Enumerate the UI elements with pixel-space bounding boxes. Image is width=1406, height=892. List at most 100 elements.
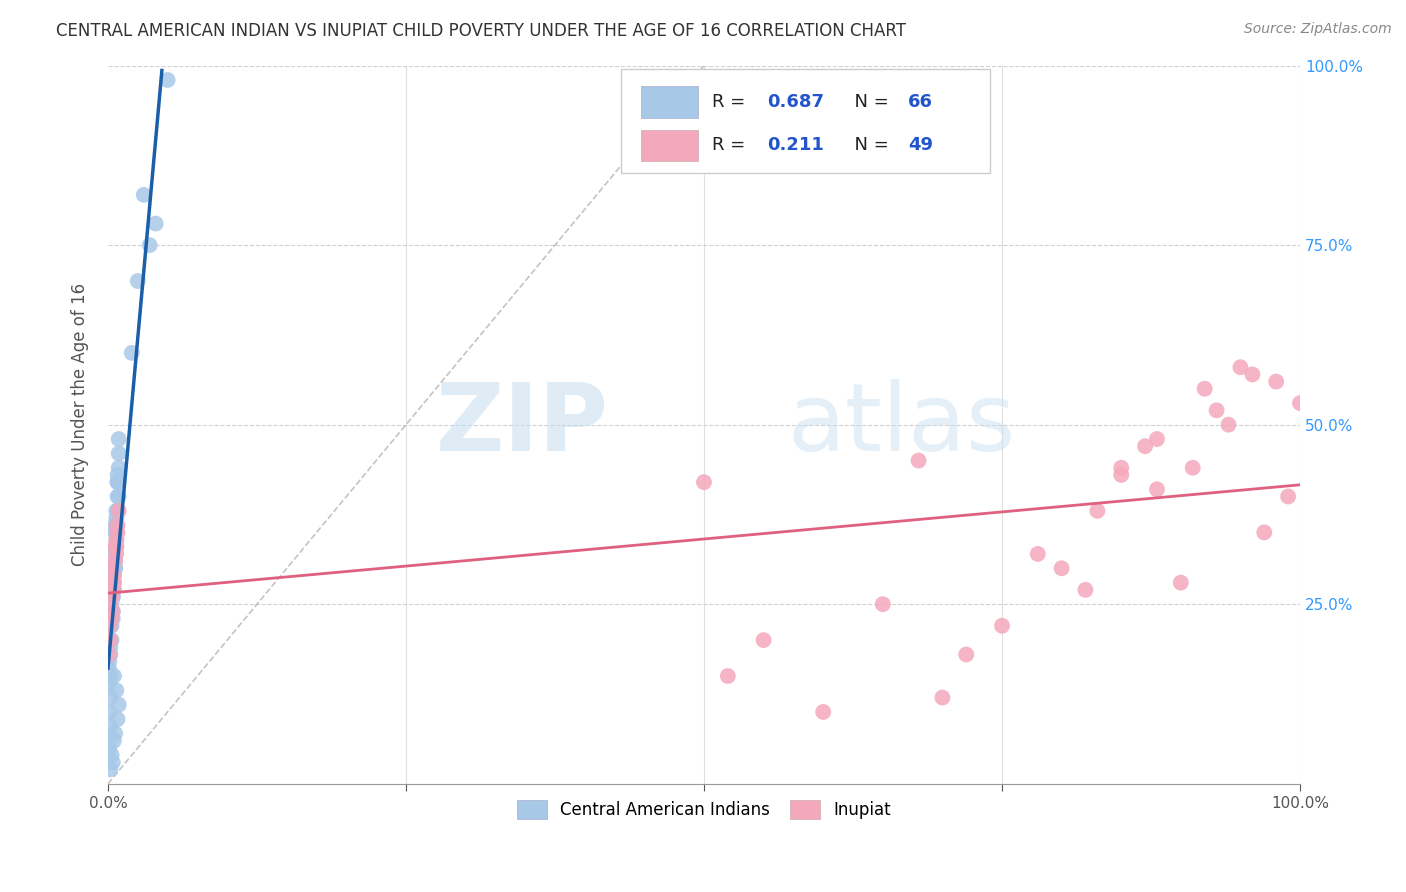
Point (98, 705, 121, 719)
Point (1253, 525, 1275, 540)
Point (693, 475, 716, 489)
Point (98, 676, 121, 690)
Point (104, 518, 127, 533)
Point (100, 611, 122, 625)
Text: N =: N = (844, 94, 896, 112)
Point (103, 575, 125, 590)
Point (1109, 467, 1132, 482)
Point (107, 490, 129, 504)
Point (1241, 368, 1264, 382)
Point (98, 662, 121, 676)
Text: R =: R = (713, 136, 751, 154)
Point (103, 669, 125, 683)
Point (104, 525, 127, 540)
Point (1229, 360, 1251, 375)
Point (103, 733, 125, 747)
Point (98, 740, 121, 755)
Point (105, 518, 128, 533)
Point (101, 604, 124, 618)
Point (101, 575, 124, 590)
Text: Source: ZipAtlas.com: Source: ZipAtlas.com (1244, 22, 1392, 37)
Point (121, 346, 143, 360)
Point (105, 540, 128, 554)
Point (105, 504, 128, 518)
Point (100, 640, 122, 655)
Point (98, 648, 121, 662)
Point (955, 648, 977, 662)
Point (1205, 403, 1227, 417)
Point (103, 554, 125, 568)
Point (98, 633, 121, 648)
Point (145, 217, 167, 231)
Point (103, 582, 125, 597)
Point (1181, 460, 1204, 475)
Point (107, 525, 129, 540)
Point (100, 561, 122, 575)
Point (103, 568, 125, 582)
Point (811, 705, 834, 719)
Point (105, 533, 128, 547)
Text: N =: N = (844, 136, 896, 154)
Point (907, 453, 929, 467)
Point (105, 540, 128, 554)
Point (107, 490, 129, 504)
Point (100, 597, 122, 611)
Point (1133, 439, 1156, 453)
Point (100, 747, 122, 762)
Point (100, 597, 122, 611)
Point (107, 475, 129, 489)
Text: ZIP: ZIP (436, 379, 609, 471)
Point (103, 582, 125, 597)
Point (107, 467, 129, 482)
Point (107, 518, 129, 533)
Point (100, 648, 122, 662)
Point (1146, 483, 1168, 497)
Point (103, 575, 125, 590)
Point (100, 590, 122, 604)
Point (1050, 561, 1073, 575)
Point (104, 726, 127, 740)
Point (101, 755, 124, 769)
Point (1218, 417, 1240, 432)
Point (127, 274, 149, 288)
Point (1109, 460, 1132, 475)
Point (103, 547, 125, 561)
Text: 0.687: 0.687 (768, 94, 824, 112)
Point (100, 633, 122, 648)
Point (107, 446, 129, 460)
Point (1026, 547, 1049, 561)
Point (103, 575, 125, 590)
Text: R =: R = (713, 94, 751, 112)
Point (104, 540, 127, 554)
Point (100, 763, 122, 777)
Point (107, 504, 129, 518)
Point (752, 633, 775, 648)
FancyBboxPatch shape (641, 87, 697, 118)
Point (991, 619, 1014, 633)
Point (107, 432, 129, 446)
FancyBboxPatch shape (641, 129, 697, 161)
Point (104, 554, 127, 568)
Point (107, 504, 129, 518)
Point (100, 719, 122, 733)
Point (1265, 375, 1288, 389)
Point (100, 619, 122, 633)
Point (98, 655, 121, 669)
FancyBboxPatch shape (620, 70, 990, 173)
Point (1170, 575, 1192, 590)
Point (101, 590, 124, 604)
Text: atlas: atlas (787, 379, 1015, 471)
Point (104, 561, 127, 575)
Point (107, 712, 129, 726)
Point (1085, 504, 1108, 518)
Point (1194, 382, 1216, 396)
Point (931, 690, 953, 705)
Point (105, 525, 128, 540)
Point (105, 533, 128, 547)
Point (132, 187, 155, 202)
Point (105, 683, 128, 698)
Point (1074, 582, 1097, 597)
Text: 0.211: 0.211 (768, 136, 824, 154)
Point (100, 669, 122, 683)
Point (107, 698, 129, 712)
